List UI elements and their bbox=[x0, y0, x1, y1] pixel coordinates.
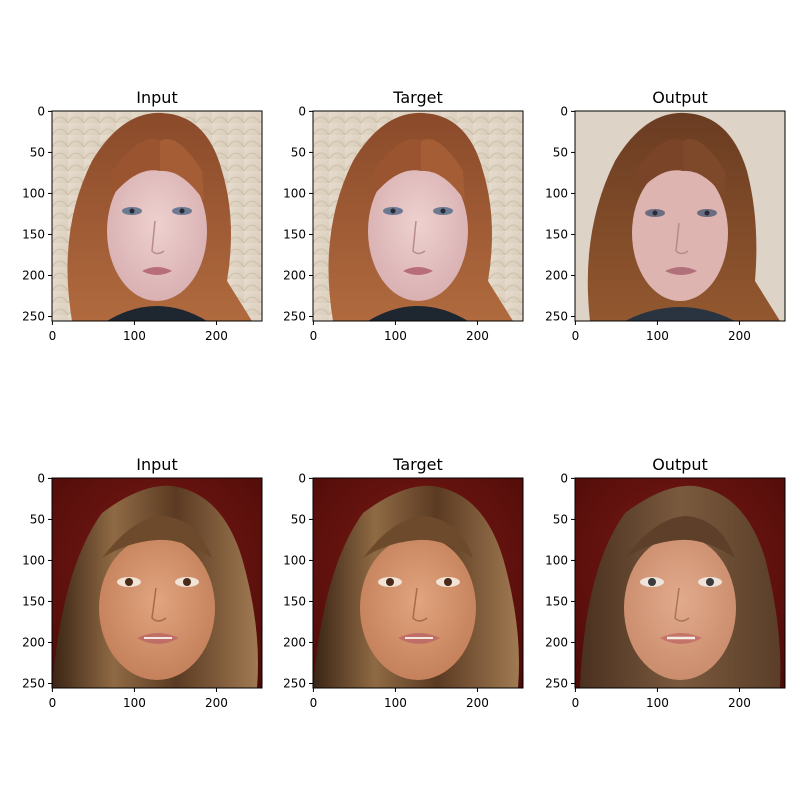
y-tick-label: 150 bbox=[22, 227, 45, 241]
axis-ticks: 0 50 100 150 200 250 0 100 200 0 50 100 150 200 250 0 10… bbox=[22, 104, 751, 710]
y-tick-label: 200 bbox=[283, 635, 306, 649]
y-tick-label: 100 bbox=[545, 186, 568, 200]
portrait-image bbox=[575, 478, 785, 688]
x-tick-label: 200 bbox=[728, 329, 751, 343]
y-tick-label: 250 bbox=[545, 676, 568, 690]
panel-title: Input bbox=[136, 88, 177, 107]
panel-row2-input: Input bbox=[51, 455, 263, 689]
y-tick-label: 150 bbox=[283, 594, 306, 608]
x-tick-label: 0 bbox=[49, 329, 57, 343]
y-tick-label: 100 bbox=[22, 186, 45, 200]
x-tick-label: 200 bbox=[205, 696, 228, 710]
y-tick-label: 250 bbox=[283, 676, 306, 690]
x-tick-label: 200 bbox=[466, 329, 489, 343]
y-tick-label: 150 bbox=[545, 594, 568, 608]
panel-row2-output: Output bbox=[574, 455, 786, 689]
axes-frame bbox=[312, 110, 524, 322]
y-tick-label: 200 bbox=[22, 268, 45, 282]
panel-title: Input bbox=[136, 455, 177, 474]
y-tick-label: 0 bbox=[298, 471, 306, 485]
panel-title: Output bbox=[652, 455, 708, 474]
portrait-image bbox=[313, 478, 523, 688]
axes-frame bbox=[312, 477, 524, 689]
y-tick-label: 250 bbox=[22, 676, 45, 690]
portrait-image bbox=[52, 111, 262, 321]
y-tick-label: 250 bbox=[545, 309, 568, 323]
x-tick-label: 100 bbox=[123, 696, 146, 710]
y-tick-label: 150 bbox=[22, 594, 45, 608]
y-tick-label: 0 bbox=[37, 471, 45, 485]
y-tick-label: 100 bbox=[283, 186, 306, 200]
panel-title: Output bbox=[652, 88, 708, 107]
y-tick-label: 250 bbox=[22, 309, 45, 323]
axes-frame bbox=[574, 110, 786, 322]
panel-row1-input: Input bbox=[51, 88, 263, 322]
y-tick-label: 200 bbox=[22, 635, 45, 649]
y-tick-label: 250 bbox=[283, 309, 306, 323]
y-tick-label: 100 bbox=[545, 553, 568, 567]
x-tick-label: 100 bbox=[646, 329, 669, 343]
y-tick-label: 50 bbox=[553, 512, 568, 526]
panel-row1-target: Target bbox=[312, 88, 524, 322]
x-tick-label: 0 bbox=[310, 329, 318, 343]
x-tick-label: 0 bbox=[572, 329, 580, 343]
x-tick-label: 100 bbox=[646, 696, 669, 710]
y-tick-label: 50 bbox=[291, 145, 306, 159]
y-tick-label: 200 bbox=[545, 268, 568, 282]
y-tick-label: 50 bbox=[30, 512, 45, 526]
axes-frame bbox=[574, 477, 786, 689]
x-tick-label: 200 bbox=[205, 329, 228, 343]
y-tick-label: 200 bbox=[283, 268, 306, 282]
axes-frame bbox=[51, 477, 263, 689]
y-tick-label: 0 bbox=[560, 471, 568, 485]
panel-title: Target bbox=[392, 455, 443, 474]
portrait-image bbox=[575, 111, 785, 321]
panel-row1-output: Output bbox=[574, 88, 786, 322]
y-tick-label: 50 bbox=[553, 145, 568, 159]
x-tick-label: 100 bbox=[384, 696, 407, 710]
y-tick-label: 0 bbox=[298, 104, 306, 118]
y-tick-label: 100 bbox=[283, 553, 306, 567]
panel-title: Target bbox=[392, 88, 443, 107]
y-tick-label: 150 bbox=[545, 227, 568, 241]
y-tick-label: 150 bbox=[283, 227, 306, 241]
x-tick-label: 200 bbox=[728, 696, 751, 710]
x-tick-label: 100 bbox=[123, 329, 146, 343]
x-tick-label: 0 bbox=[310, 696, 318, 710]
y-tick-label: 100 bbox=[22, 553, 45, 567]
x-tick-label: 200 bbox=[466, 696, 489, 710]
axes-frame bbox=[51, 110, 263, 322]
y-tick-label: 0 bbox=[560, 104, 568, 118]
panel-row2-target: Target bbox=[312, 455, 524, 689]
x-tick-label: 0 bbox=[49, 696, 57, 710]
y-tick-label: 50 bbox=[30, 145, 45, 159]
portrait-image bbox=[313, 111, 523, 321]
y-tick-label: 200 bbox=[545, 635, 568, 649]
portrait-image bbox=[52, 478, 262, 688]
x-tick-label: 100 bbox=[384, 329, 407, 343]
y-tick-label: 0 bbox=[37, 104, 45, 118]
x-tick-label: 0 bbox=[572, 696, 580, 710]
y-tick-label: 50 bbox=[291, 512, 306, 526]
